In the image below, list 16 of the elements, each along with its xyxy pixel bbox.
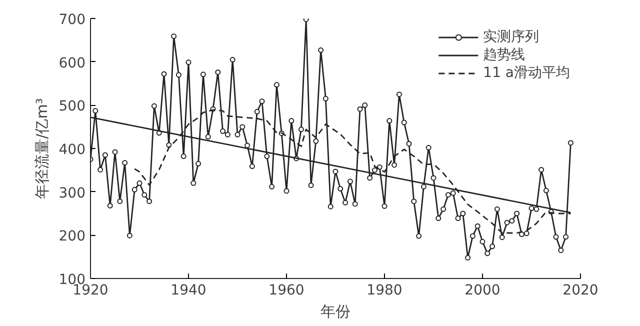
x-axis-title: 年份 <box>320 302 350 320</box>
x-tick-label: 1960 <box>268 282 304 298</box>
legend-label: 实测序列 <box>483 28 540 46</box>
x-tick-label: 2020 <box>562 282 598 298</box>
y-tick-label: 400 <box>58 142 86 158</box>
legend-label: 趋势线 <box>483 46 526 64</box>
y-tick-label: 300 <box>58 185 86 202</box>
y-tick-label: 500 <box>58 98 86 115</box>
y-axis-title: 年径流量/亿m³ <box>32 98 51 199</box>
y-tick-label: 700 <box>58 12 86 28</box>
y-tick-label: 200 <box>58 228 86 245</box>
x-tick-label: 1940 <box>170 282 206 298</box>
legend-label: 11 a滑动平均 <box>483 64 570 82</box>
y-tick-label: 600 <box>58 55 86 72</box>
x-tick-label: 2000 <box>464 282 500 298</box>
x-tick-label: 1980 <box>366 282 402 298</box>
